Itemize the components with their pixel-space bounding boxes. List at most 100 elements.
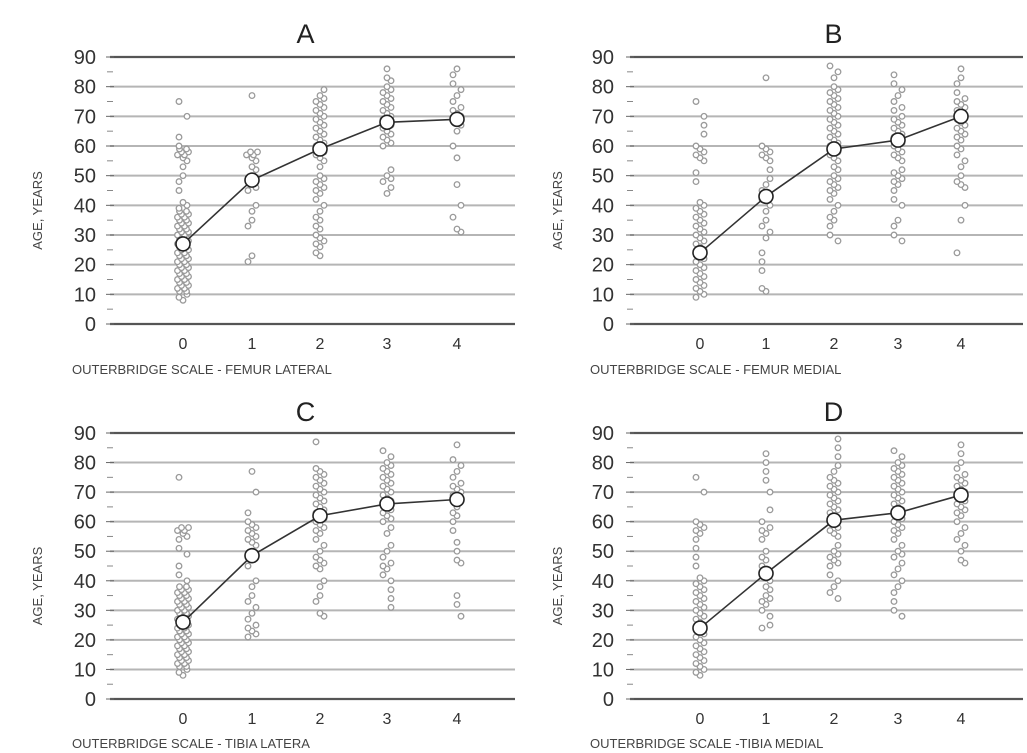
data-point [834, 444, 842, 452]
data-point [379, 447, 387, 455]
data-point [312, 491, 320, 499]
data-point [379, 89, 387, 97]
data-point [383, 547, 391, 555]
data-point [248, 216, 256, 224]
y-tick-label: 30 [74, 225, 96, 247]
mean-marker [244, 547, 260, 564]
data-point [248, 583, 256, 591]
data-point [449, 142, 457, 150]
data-point [826, 527, 834, 534]
y-tick-label: 90 [592, 423, 614, 445]
data-point [762, 74, 770, 82]
data-point [244, 527, 252, 534]
data-point [700, 121, 708, 129]
data-point [826, 491, 834, 499]
data-point [692, 562, 700, 570]
data-point [244, 615, 252, 623]
data-point [248, 163, 256, 171]
data-point [383, 74, 391, 82]
data-point [890, 106, 898, 114]
data-point [826, 571, 834, 579]
data-point [453, 225, 461, 233]
data-point [387, 524, 395, 532]
data-point [961, 95, 969, 102]
data-point [826, 106, 834, 114]
data-point [700, 130, 708, 138]
data-point [248, 252, 256, 260]
data-point [383, 459, 391, 467]
data-point [692, 142, 700, 150]
data-point [834, 237, 842, 245]
data-point [183, 145, 190, 153]
data-point [248, 592, 256, 600]
data-point [185, 524, 192, 532]
data-point [692, 169, 700, 177]
data-point [457, 612, 465, 620]
mean-marker [692, 620, 708, 636]
data-point [379, 178, 387, 186]
data-point [834, 453, 842, 461]
y-tick-label: 10 [592, 284, 614, 306]
data-point [316, 547, 324, 555]
data-point [826, 133, 834, 141]
data-point [312, 438, 320, 446]
data-point [312, 106, 320, 114]
data-point [957, 556, 965, 564]
x-axis-label: OUTERBRIDGE SCALE - FEMUR LATERAL [72, 362, 332, 377]
data-point [957, 530, 965, 537]
data-point [758, 267, 766, 275]
data-point [826, 115, 834, 123]
chart-title: D [824, 397, 844, 427]
data-point [826, 124, 834, 132]
data-point [175, 668, 183, 676]
data-point [176, 583, 183, 591]
data-point [834, 462, 842, 469]
data-point [953, 465, 961, 472]
data-point [758, 151, 766, 159]
x-axis-label: OUTERBRIDGE SCALE -TIBIA MEDIAL [590, 736, 823, 751]
data-point [248, 207, 256, 215]
y-tick-label: 90 [592, 47, 614, 69]
data-point [890, 571, 898, 579]
data-point [312, 222, 320, 230]
data-point [449, 213, 457, 221]
data-point [890, 473, 898, 481]
data-point [758, 518, 766, 526]
y-tick-label: 50 [592, 541, 614, 563]
y-tick-label: 20 [74, 630, 96, 652]
y-axis-label: AGE, YEARS [550, 546, 565, 625]
chart-panel-d: 0 10 20 30 40 50 60 70 80 90 D 0 1 2 3 4 OUTERBRIDGE SCA… [550, 397, 1023, 751]
y-tick-label: 80 [592, 77, 614, 99]
data-point [692, 518, 700, 526]
data-point [692, 98, 700, 105]
data-point [890, 80, 898, 88]
data-point [762, 459, 770, 467]
data-point [312, 482, 320, 490]
mean-marker [826, 141, 842, 157]
data-point [312, 598, 320, 605]
data-point [379, 473, 387, 481]
data-point [320, 86, 328, 94]
data-point [320, 541, 328, 549]
data-point [252, 488, 260, 496]
data-point [244, 535, 252, 543]
data-point [316, 92, 324, 100]
y-tick-label: 10 [74, 284, 96, 306]
data-point [252, 577, 260, 585]
data-point [312, 535, 320, 543]
chart-title: A [296, 19, 314, 49]
data-point [312, 562, 320, 570]
y-axis-label: AGE, YEARS [30, 546, 45, 625]
y-tick-label: 80 [592, 453, 614, 475]
data-point [312, 178, 320, 186]
data-point [449, 98, 457, 105]
y-tick-label: 50 [592, 166, 614, 188]
data-point [830, 83, 838, 91]
data-point [830, 163, 838, 171]
data-point [758, 606, 766, 614]
data-point [890, 169, 898, 177]
data-point [175, 544, 183, 552]
x-tick-label: 1 [762, 336, 771, 353]
y-tick-label: 80 [74, 453, 96, 475]
data-point [957, 172, 965, 180]
